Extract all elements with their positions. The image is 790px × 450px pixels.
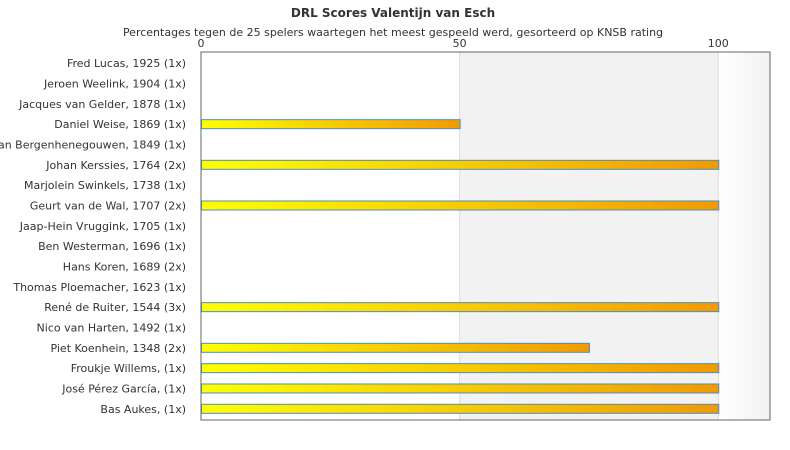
x-axis-ticks: 0 50 100: [198, 37, 729, 50]
bar: [201, 383, 720, 394]
shaded-band: [459, 52, 719, 420]
category-label: Daniel Weise, 1869 (1x): [54, 118, 186, 131]
category-label: Fred Lucas, 1925 (1x): [67, 57, 186, 70]
category-label: Jacques van Gelder, 1878 (1x): [18, 98, 186, 111]
x-tick-label: 100: [708, 37, 729, 50]
plot-fade-area: [719, 52, 770, 420]
bar: [201, 302, 720, 313]
bar: [201, 119, 461, 130]
category-label: Marjolein Swinkels, 1738 (1x): [24, 179, 186, 192]
category-label: René de Ruiter, 1544 (3x): [44, 301, 186, 314]
category-label: Piet Koenhein, 1348 (2x): [50, 342, 186, 355]
x-tick-label: 0: [198, 37, 205, 50]
chart-subtitle: Percentages tegen de 25 spelers waartege…: [123, 26, 663, 39]
category-label: Nico van Harten, 1492 (1x): [37, 321, 186, 334]
bar-series: [201, 119, 720, 414]
chart-title: DRL Scores Valentijn van Esch: [291, 6, 495, 20]
category-label: José Pérez García, (1x): [61, 382, 186, 395]
category-label: Froukje Willems, (1x): [71, 362, 186, 375]
x-tick-label: 50: [453, 37, 467, 50]
category-label: Jaap-Hein Vruggink, 1705 (1x): [19, 220, 186, 233]
plot-frame: [200, 51, 771, 421]
bar: [201, 200, 720, 211]
category-label: Ben Westerman, 1696 (1x): [38, 240, 186, 253]
category-label: Jeroen Weelink, 1904 (1x): [43, 77, 186, 90]
bar: [201, 159, 720, 170]
category-label: Geurt van de Wal, 1707 (2x): [30, 199, 186, 212]
category-label: Bas Aukes, (1x): [100, 403, 186, 416]
category-label: Johan Kerssies, 1764 (2x): [45, 159, 186, 172]
category-label: Hans Koren, 1689 (2x): [63, 260, 186, 273]
bar: [201, 342, 590, 353]
bar: [201, 403, 720, 414]
background-bands: [201, 52, 770, 420]
y-axis-categories: Fred Lucas, 1925 (1x) Jeroen Weelink, 190…: [0, 57, 186, 416]
category-label: Thomas Ploemacher, 1623 (1x): [12, 281, 186, 294]
category-label: Frank van Bergenhenegouwen, 1849 (1x): [0, 138, 186, 151]
bar: [201, 363, 720, 374]
